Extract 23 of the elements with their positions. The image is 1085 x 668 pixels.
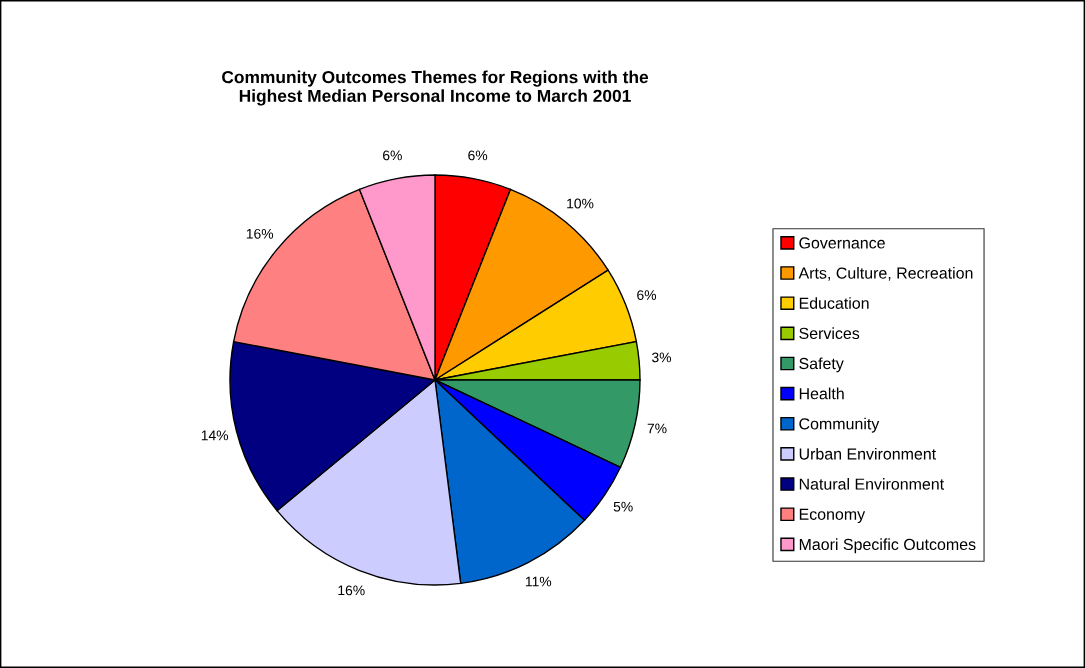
legend-label: Maori Specific Outcomes (799, 538, 976, 554)
data-label: 6% (383, 150, 402, 161)
data-label: 3% (651, 352, 672, 363)
legend-label: Arts, Culture, Recreation (798, 267, 973, 281)
legend-label: Services (799, 327, 860, 340)
data-label: 14% (201, 430, 229, 441)
legend-label: Health (799, 387, 844, 400)
legend-label: Natural Environment (799, 478, 945, 490)
data-label: 16% (338, 585, 365, 596)
legend-label: Economy (799, 508, 866, 524)
legend-label: Community (799, 417, 880, 433)
legend-label: Governance (799, 237, 885, 249)
data-label: 5% (613, 501, 633, 512)
chart-title: Community Outcomes Themes for Regions with the Highest Median Personal Income to March 2001 (222, 70, 649, 106)
legend-label: Safety (799, 357, 844, 373)
legend-label: Education (799, 297, 869, 309)
data-label: 16% (246, 228, 274, 239)
data-label: 6% (637, 290, 657, 300)
data-label: 6% (468, 150, 488, 161)
data-label: 7% (647, 423, 667, 434)
legend-label: Urban Environment (799, 447, 937, 460)
data-label: 10% (567, 198, 594, 209)
data-label: 11% (525, 576, 552, 587)
